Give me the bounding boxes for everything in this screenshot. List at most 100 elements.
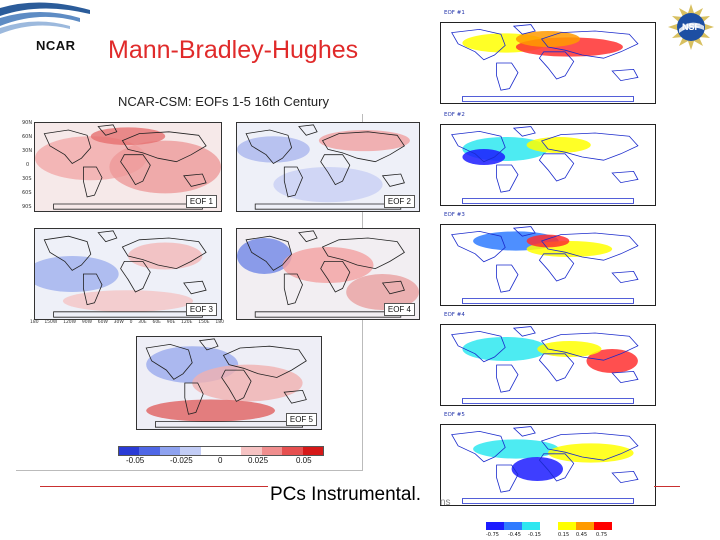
coastline [611, 270, 639, 284]
colorbar-segment [594, 522, 612, 530]
anomaly-patch [318, 130, 410, 152]
coastline [496, 164, 519, 193]
anomaly-patch [237, 136, 310, 163]
coastline [451, 330, 506, 363]
coastline [512, 326, 536, 337]
anomaly-patch [537, 341, 602, 357]
coastline [540, 30, 639, 59]
lon-tick: 30W [113, 320, 124, 325]
coastline [184, 382, 204, 415]
anomaly-patch [515, 31, 581, 47]
right-map-title: EOF #3 [444, 212, 465, 218]
lon-tick: 90W [81, 320, 93, 325]
eof-map-label: EOF 3 [185, 303, 217, 316]
coastline [145, 343, 193, 380]
lon-tick: 0 [129, 320, 133, 325]
coastline [120, 154, 151, 186]
left-colorbar-label: 0 [218, 456, 223, 465]
coastline [538, 153, 575, 182]
anomaly-patch [462, 337, 548, 361]
coastline [461, 498, 635, 504]
coastline [451, 130, 506, 163]
anomaly-patch [548, 443, 634, 463]
coastline [538, 453, 575, 482]
coastline [298, 230, 318, 243]
lon-tick: 180 [30, 320, 39, 325]
coastline [222, 345, 307, 378]
right-eof-map-2 [440, 124, 656, 206]
ncar-logo-text: NCAR [36, 38, 76, 53]
eof-map-label: EOF 1 [185, 195, 217, 208]
coastline [611, 170, 639, 184]
right-map-title: EOF #4 [444, 312, 465, 318]
coastline [540, 232, 639, 261]
coastline [611, 68, 639, 82]
coastline [512, 126, 536, 137]
coastline [540, 332, 639, 361]
anomaly-patch [146, 399, 275, 422]
anomaly-patch [128, 242, 203, 270]
map-coastline-icon [451, 126, 639, 204]
right-eof-map-1 [440, 22, 656, 104]
divider-line [654, 486, 680, 487]
right-colorbar-label: -0.15 [528, 532, 541, 538]
anomaly-patch [90, 127, 166, 145]
left-colorbar-label: -0.025 [170, 456, 193, 465]
anomaly-patch [192, 364, 303, 402]
map-coastline-icon [451, 426, 639, 504]
colorbar-segment [139, 447, 160, 455]
colorbar-segment [576, 522, 594, 530]
map-coastline-icon [145, 338, 307, 428]
lat-tick: 60N [22, 134, 33, 140]
lat-tick: 30N [22, 148, 33, 154]
lat-tick: 90S [22, 204, 32, 210]
coastline [538, 51, 575, 80]
eof-map-4: EOF 4 [236, 228, 420, 320]
anomaly-patch [346, 274, 419, 310]
coastline [512, 226, 536, 237]
right-eof-map-4 [440, 324, 656, 406]
coastline [496, 464, 519, 493]
colorbar-segment [522, 522, 540, 530]
left-figure-title: NCAR-CSM: EOFs 1-5 16th Century [118, 94, 329, 109]
nsf-logo: NSF [668, 4, 714, 50]
coastline [321, 131, 405, 163]
coastline [97, 124, 118, 136]
right-colorbar-label: 0.75 [596, 532, 608, 538]
left-colorbar-label: 0.025 [248, 456, 269, 465]
lon-tick-row: 180 150W 120W 90W 60W 30W 0 30E 60E 90E … [30, 320, 224, 325]
colorbar-segment [241, 447, 262, 455]
coastline [496, 264, 519, 293]
coastline [451, 430, 506, 463]
page-title: Mann-Bradley-Hughes [108, 36, 359, 64]
anomaly-patch [109, 140, 221, 194]
colorbar-segment [200, 447, 222, 455]
coastline [461, 398, 635, 404]
coastline [381, 280, 405, 295]
coastline [320, 154, 351, 186]
colorbar-segment [540, 522, 558, 530]
lon-tick: 180 [215, 320, 224, 325]
coastline [611, 470, 639, 484]
map-coastline-icon [237, 124, 410, 210]
eof-map-label: EOF 4 [383, 303, 415, 316]
left-colorbar-label: -0.05 [126, 456, 145, 465]
anomaly-patch [511, 457, 563, 481]
eof-map-label: EOF 2 [383, 195, 415, 208]
coastline [512, 426, 536, 437]
colorbar-segment [261, 447, 283, 455]
coastline [540, 432, 639, 461]
coastline [121, 237, 207, 270]
eof-map-5: EOF 5 [136, 336, 322, 430]
anomaly-patch [473, 439, 559, 459]
lon-tick: 30E [138, 320, 147, 325]
colorbar-segment [159, 447, 181, 455]
coastline [183, 280, 207, 295]
coastline [512, 24, 536, 35]
map-coastline-icon [451, 24, 639, 102]
anomaly-patch [237, 238, 292, 274]
coastline [298, 124, 318, 136]
left-colorbar [118, 446, 324, 456]
lon-tick: 150E [198, 320, 210, 325]
lat-tick: 0 [26, 162, 30, 168]
